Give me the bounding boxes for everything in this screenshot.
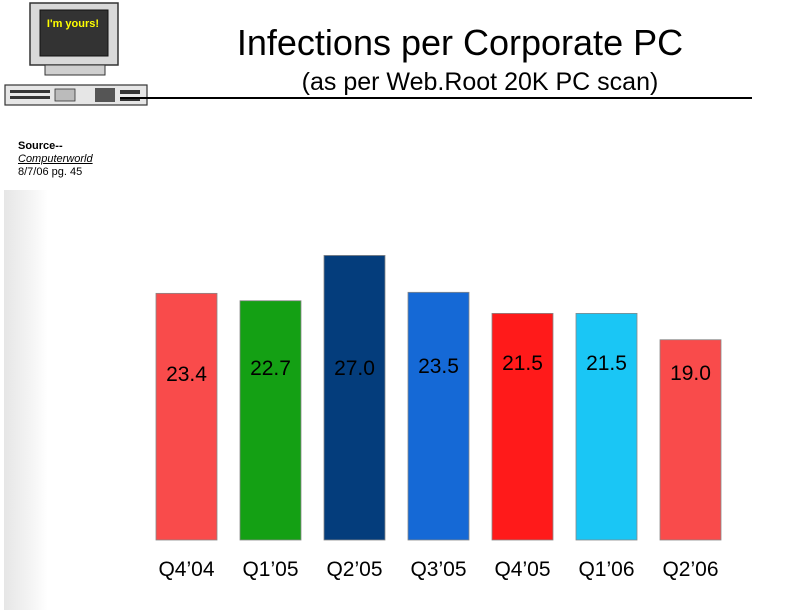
computer-clipart-icon [4,2,148,106]
chart-subtitle: (as per Web.Root 20K PC scan) [301,68,659,96]
left-gradient-strip [4,190,48,610]
category-label-0: Q4’04 [158,558,214,581]
source-label: Source-- [18,140,63,152]
category-label-5: Q1’06 [578,558,634,581]
value-label-3: 23.5 [418,355,459,378]
value-label-4: 21.5 [502,352,543,375]
category-label-3: Q3’05 [410,558,466,581]
value-label-0: 23.4 [166,363,207,386]
source-note: Source-- Computerworld 8/7/06 pg. 45 [18,140,93,179]
value-label-5: 21.5 [586,352,627,375]
category-label-1: Q1’05 [242,558,298,581]
chart-title: Infections per Corporate PC [236,22,684,63]
source-citation: 8/7/06 pg. 45 [18,166,83,178]
bar-0 [155,292,218,541]
category-label-6: Q2’06 [662,558,718,581]
bar-1 [239,300,302,541]
category-label-4: Q4’05 [494,558,550,581]
monitor-caption: I'm yours! [46,18,100,30]
value-label-1: 22.7 [250,357,291,380]
bar-3 [407,291,470,541]
title-underline [120,97,752,99]
bar-4 [491,312,554,541]
value-label-6: 19.0 [670,362,711,385]
category-label-2: Q2’05 [326,558,382,581]
source-publication: Computerworld [18,153,93,165]
bar-6 [659,339,722,541]
bar-2 [323,255,386,541]
bar-5 [575,312,638,541]
value-label-2: 27.0 [334,357,375,380]
